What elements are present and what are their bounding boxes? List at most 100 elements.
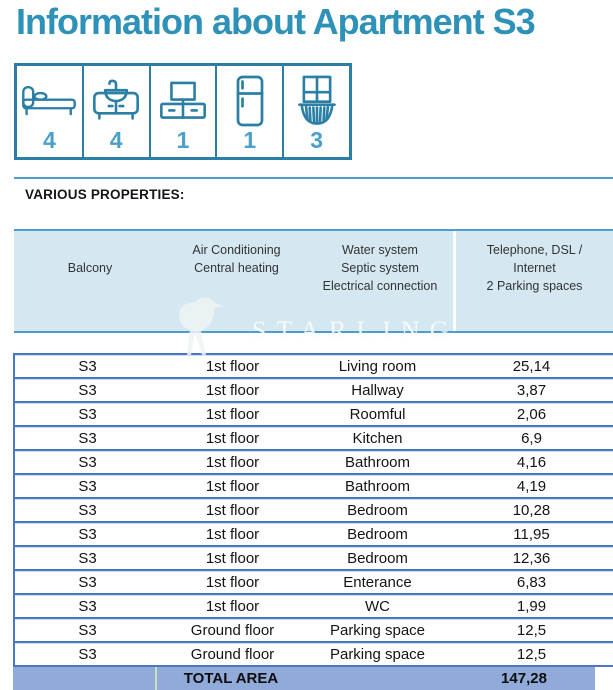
- properties-col-utilities: Water system Septic system Electrical co…: [307, 231, 453, 331]
- cell-floor: 1st floor: [205, 549, 260, 567]
- balcony-count: 3: [310, 127, 323, 153]
- cell-area: 12,5: [516, 621, 547, 639]
- cell-unit: S3: [78, 549, 97, 567]
- cell-floor: 1st floor: [205, 381, 260, 399]
- cell-area: 6,83: [516, 573, 547, 591]
- cell-unit: S3: [78, 405, 97, 423]
- tv-stand-icon: [157, 73, 209, 129]
- cell-room: Hallway: [351, 381, 404, 399]
- cell-unit: S3: [78, 597, 97, 615]
- cell-room: Roomful: [349, 405, 406, 423]
- cell-area: 1,99: [516, 597, 547, 615]
- total-label: TOTAL AREA: [183, 670, 279, 687]
- table-row: S3 Ground floor Parking space 12,5: [15, 619, 613, 643]
- properties-col-telecom-parking: Telephone, DSL / Internet 2 Parking spac…: [453, 231, 613, 331]
- cell-area: 12,5: [516, 645, 547, 663]
- cell-area: 11,95: [513, 525, 550, 543]
- table-row: S3 1st floor Bedroom 12,36: [15, 547, 613, 571]
- table-row: S3 1st floor Enterance 6,83: [15, 571, 613, 595]
- cell-area: 4,16: [516, 453, 547, 471]
- table-row: S3 1st floor Bathroom 4,16: [15, 451, 613, 475]
- cell-room: Living room: [338, 357, 417, 375]
- cell-unit: S3: [78, 525, 97, 543]
- cell-floor: 1st floor: [205, 477, 260, 495]
- cell-room: Parking space: [329, 645, 426, 663]
- properties-line: Central heating: [194, 261, 279, 275]
- total-value: 147,28: [501, 670, 547, 687]
- properties-header: Balcony Air Conditioning Central heating…: [14, 229, 613, 333]
- cell-floor: Ground floor: [190, 621, 275, 639]
- cell-area: 10,28: [512, 501, 551, 519]
- section-heading: VARIOUS PROPERTIES:: [25, 187, 185, 202]
- cell-area: 3,87: [516, 381, 547, 399]
- table-row: S3 1st floor Hallway 3,87: [15, 379, 613, 403]
- properties-col-climate: Air Conditioning Central heating: [166, 231, 307, 331]
- tv-count: 1: [176, 127, 190, 153]
- cell-unit: S3: [78, 357, 97, 375]
- cell-area: 2,06: [516, 405, 547, 423]
- amenities-strip: 4 4 1: [14, 63, 352, 160]
- cell-unit: S3: [78, 429, 97, 447]
- properties-line: 2 Parking spaces: [486, 279, 583, 293]
- table-row: S3 1st floor Living room 25,14: [15, 355, 613, 379]
- balcony-icon: [293, 73, 341, 129]
- cell-room: Bathroom: [344, 477, 411, 495]
- amenity-beds: 4: [17, 66, 84, 157]
- bathroom-vanity-icon: [90, 73, 142, 129]
- properties-line: Air Conditioning: [192, 243, 281, 257]
- cell-floor: 1st floor: [205, 453, 260, 471]
- fridge-count: 1: [243, 127, 257, 153]
- amenity-bathrooms: 4: [84, 66, 151, 157]
- amenity-balconies: 3: [284, 66, 349, 157]
- table-total-row: TOTAL AREA 147,28: [13, 667, 595, 690]
- cell-floor: 1st floor: [205, 429, 260, 447]
- cell-floor: 1st floor: [205, 501, 260, 519]
- cell-room: Parking space: [329, 621, 426, 639]
- cell-room: Bedroom: [347, 501, 408, 519]
- refrigerator-icon: [233, 73, 267, 129]
- table-row: S3 1st floor Bedroom 10,28: [15, 499, 613, 523]
- page-title: Information about Apartment S3: [16, 1, 536, 42]
- table-row: S3 1st floor Bedroom 11,95: [15, 523, 613, 547]
- cell-unit: S3: [78, 501, 97, 519]
- cell-area: 25,14: [512, 357, 551, 375]
- table-row: S3 Ground floor Parking space 12,5: [15, 643, 613, 667]
- table-row: S3 1st floor Bathroom 4,19: [15, 475, 613, 499]
- total-empty-cell: [13, 667, 155, 690]
- properties-line: Internet: [513, 261, 556, 275]
- table-row: S3 1st floor Roomful 2,06: [15, 403, 613, 427]
- properties-col-balcony: Balcony: [14, 231, 166, 331]
- table-row: S3 1st floor Kitchen 6,9: [15, 427, 613, 451]
- cell-unit: S3: [78, 621, 97, 639]
- cell-room: Bedroom: [347, 549, 408, 567]
- rooms-table: S3 1st floor Living room 25,14 S3 1st floor Ha…: [13, 353, 613, 667]
- properties-line: Telephone, DSL /: [486, 243, 583, 257]
- properties-line: Septic system: [341, 261, 419, 275]
- cell-floor: 1st floor: [205, 405, 260, 423]
- bed-icon: [20, 73, 78, 129]
- rooms-table-rows: S3 1st floor Living room 25,14 S3 1st floor Ha…: [15, 355, 613, 667]
- cell-area: 4,19: [516, 477, 547, 495]
- bed-count: 4: [43, 127, 56, 153]
- cell-room: Enterance: [343, 573, 412, 591]
- properties-line: Water system: [342, 243, 418, 257]
- horizontal-rule: [14, 177, 613, 179]
- bathroom-count: 4: [109, 127, 123, 153]
- cell-floor: 1st floor: [205, 597, 260, 615]
- cell-floor: Ground floor: [190, 645, 275, 663]
- table-row: S3 1st floor WC 1,99: [15, 595, 613, 619]
- cell-unit: S3: [78, 453, 97, 471]
- properties-line: Balcony: [67, 261, 113, 275]
- cell-room: Bedroom: [347, 525, 408, 543]
- cell-floor: 1st floor: [205, 573, 260, 591]
- cell-floor: 1st floor: [205, 525, 260, 543]
- cell-floor: 1st floor: [205, 357, 260, 375]
- cell-unit: S3: [78, 477, 97, 495]
- amenity-tv: 1: [151, 66, 218, 157]
- cell-area: 12,36: [512, 549, 551, 567]
- cell-area: 6,9: [521, 429, 542, 447]
- properties-line: Electrical connection: [322, 279, 438, 293]
- cell-unit: S3: [78, 381, 97, 399]
- total-divider: [155, 667, 157, 690]
- cell-room: WC: [365, 597, 390, 615]
